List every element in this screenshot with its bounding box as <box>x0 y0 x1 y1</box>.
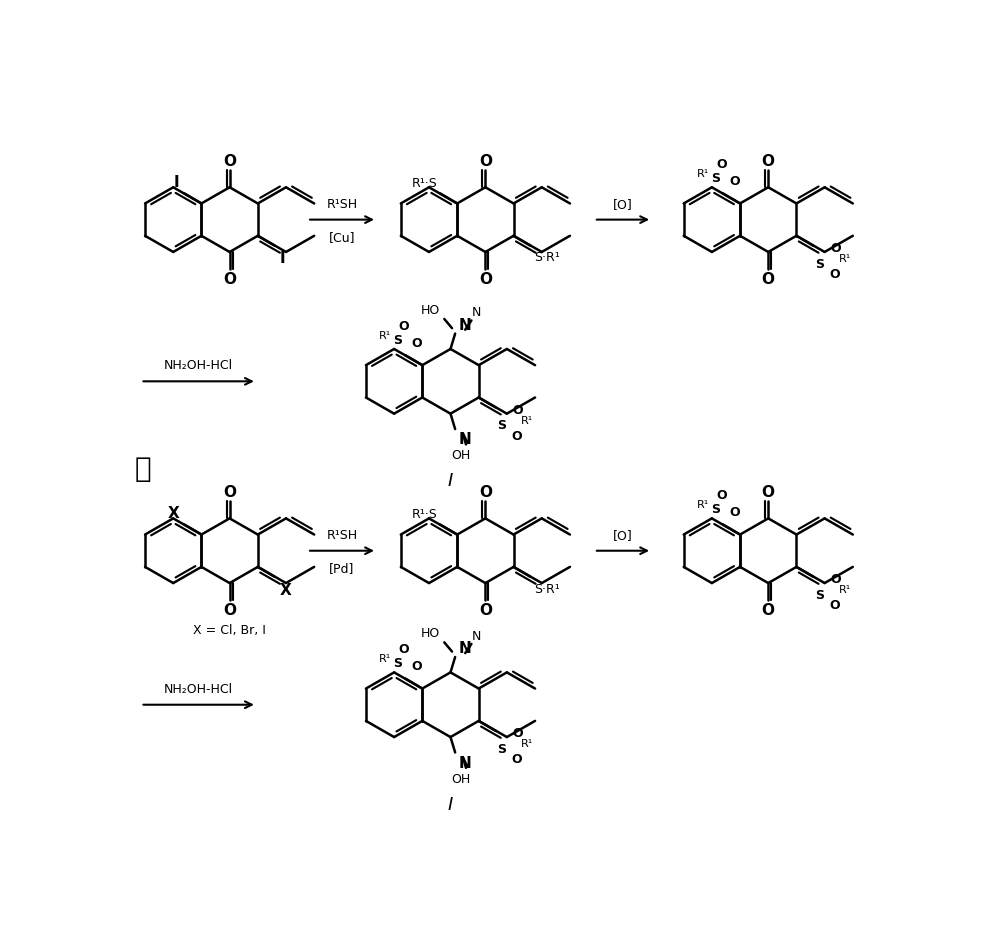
Text: [Cu]: [Cu] <box>329 230 355 244</box>
Text: R¹: R¹ <box>697 500 709 509</box>
Text: NH₂OH-HCl: NH₂OH-HCl <box>164 682 233 695</box>
Text: OH: OH <box>452 772 471 784</box>
Text: 或: 或 <box>134 454 151 482</box>
Text: O: O <box>513 726 523 739</box>
Text: N: N <box>459 641 472 656</box>
Text: O: O <box>479 154 492 169</box>
Text: N: N <box>459 432 472 446</box>
Text: [Pd]: [Pd] <box>329 561 355 574</box>
Text: S: S <box>497 419 506 432</box>
Text: O: O <box>223 272 236 287</box>
Text: I: I <box>448 472 453 490</box>
Text: R¹: R¹ <box>839 254 851 264</box>
Text: O: O <box>716 158 727 171</box>
Text: S: S <box>393 657 402 669</box>
Text: R¹: R¹ <box>521 739 534 748</box>
Text: NH₂OH-HCl: NH₂OH-HCl <box>164 359 233 372</box>
Text: HO: HO <box>420 626 440 640</box>
Text: O: O <box>511 753 522 765</box>
Text: O: O <box>411 337 422 349</box>
Text: O: O <box>831 572 841 585</box>
Text: S: S <box>393 333 402 347</box>
Text: O: O <box>762 485 775 500</box>
Text: S·R¹: S·R¹ <box>534 251 559 264</box>
Text: I: I <box>448 795 453 813</box>
Text: [O]: [O] <box>613 528 633 541</box>
Text: O: O <box>829 268 840 281</box>
Text: S: S <box>497 742 506 755</box>
Text: O: O <box>479 603 492 618</box>
Text: O: O <box>716 489 727 502</box>
Text: I: I <box>280 251 285 267</box>
Text: O: O <box>511 429 522 443</box>
Text: R¹SH: R¹SH <box>326 197 358 210</box>
Text: S: S <box>711 503 720 516</box>
Text: O: O <box>513 403 523 416</box>
Text: S: S <box>815 588 824 601</box>
Text: N: N <box>472 306 482 319</box>
Text: O: O <box>223 154 236 169</box>
Text: O: O <box>223 603 236 618</box>
Text: [O]: [O] <box>613 197 633 210</box>
Text: R¹·S: R¹·S <box>411 507 437 521</box>
Text: X = Cl, Br, I: X = Cl, Br, I <box>193 624 266 637</box>
Text: R¹: R¹ <box>839 585 851 595</box>
Text: O: O <box>762 272 775 287</box>
Text: R¹SH: R¹SH <box>326 528 358 541</box>
Text: O: O <box>398 320 409 332</box>
Text: R¹·S: R¹·S <box>411 177 437 189</box>
Text: S: S <box>711 172 720 185</box>
Text: S: S <box>815 257 824 270</box>
Text: N: N <box>472 629 482 642</box>
Text: O: O <box>479 485 492 500</box>
Text: O: O <box>223 485 236 500</box>
Text: HO: HO <box>420 304 440 316</box>
Text: I: I <box>174 174 180 189</box>
Text: O: O <box>411 660 422 673</box>
Text: R¹: R¹ <box>521 415 534 426</box>
Text: N: N <box>459 755 472 770</box>
Text: O: O <box>829 599 840 612</box>
Text: O: O <box>479 272 492 287</box>
Text: O: O <box>762 603 775 618</box>
Text: R¹: R¹ <box>697 169 709 179</box>
Text: X: X <box>280 582 291 597</box>
Text: N: N <box>459 318 472 332</box>
Text: OH: OH <box>452 448 471 462</box>
Text: S·R¹: S·R¹ <box>534 582 559 595</box>
Text: O: O <box>831 242 841 254</box>
Text: X: X <box>168 506 180 521</box>
Text: R¹: R¹ <box>379 653 391 664</box>
Text: R¹: R¹ <box>379 330 391 341</box>
Text: O: O <box>729 506 740 519</box>
Text: O: O <box>762 154 775 169</box>
Text: O: O <box>729 175 740 188</box>
Text: O: O <box>398 643 409 656</box>
